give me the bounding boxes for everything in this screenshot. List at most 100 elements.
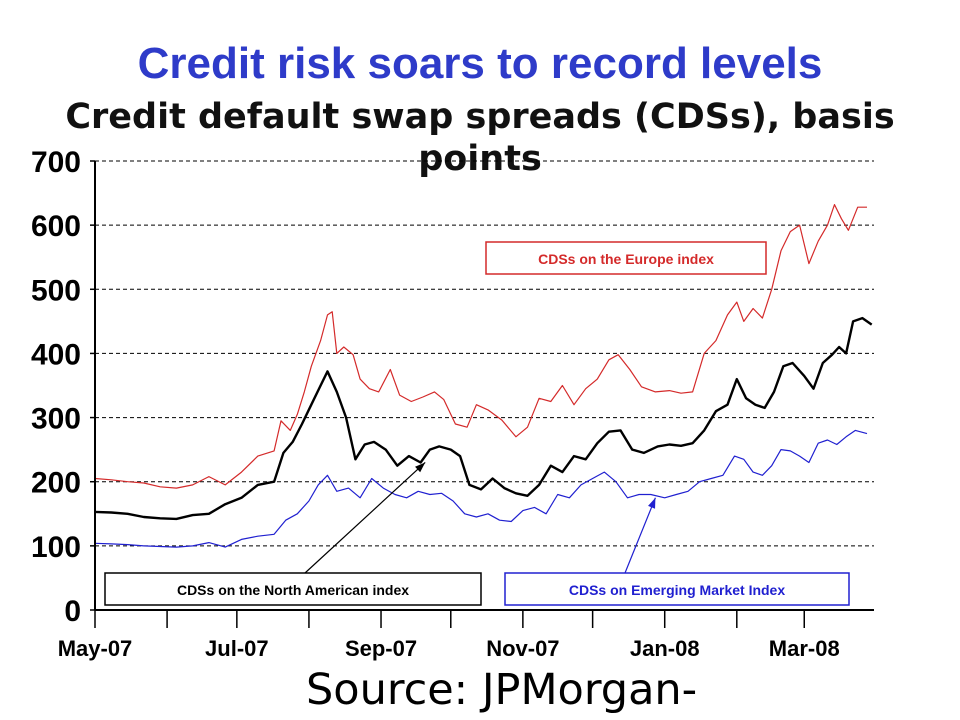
point-2-20 xyxy=(371,478,372,479)
point-2-60 xyxy=(818,443,819,444)
point-2-62 xyxy=(836,444,837,445)
x-axis-ticks: May-07 Jul-07 Sep-07 Nov-07 Jan-08 Mar-08 xyxy=(58,610,840,661)
point-0-61 xyxy=(780,250,781,251)
point-1-34 xyxy=(504,488,505,489)
point-2-63 xyxy=(846,436,847,437)
point-2-49 xyxy=(711,478,712,479)
point-1-27 xyxy=(429,449,430,450)
point-1-32 xyxy=(480,489,481,490)
point-0-64 xyxy=(808,263,809,264)
point-2-45 xyxy=(664,497,665,498)
point-0-49 xyxy=(655,391,656,392)
source-note: Source: JPMorgan- xyxy=(306,665,698,715)
point-0-11 xyxy=(274,450,275,451)
point-2-64 xyxy=(855,430,856,431)
point-1-40 xyxy=(573,456,574,457)
page-title: Credit risk soars to record levels xyxy=(137,39,823,88)
y-tick-label-400: 400 xyxy=(31,338,81,371)
point-1-31 xyxy=(469,484,470,485)
point-2-29 xyxy=(476,516,477,517)
point-1-43 xyxy=(608,431,609,432)
point-0-25 xyxy=(378,391,379,392)
series-line-2 xyxy=(94,429,868,548)
point-0-27 xyxy=(399,395,400,396)
point-2-32 xyxy=(511,521,512,522)
point-1-14 xyxy=(301,423,302,424)
point-0-67 xyxy=(834,204,835,205)
point-2-47 xyxy=(687,491,688,492)
point-1-65 xyxy=(839,346,840,347)
point-2-4 xyxy=(160,546,161,547)
point-1-46 xyxy=(643,452,644,453)
point-2-53 xyxy=(753,472,754,473)
point-0-38 xyxy=(527,427,528,428)
point-2-28 xyxy=(464,513,465,514)
point-1-61 xyxy=(804,375,805,376)
point-2-37 xyxy=(569,497,570,498)
point-0-18 xyxy=(327,314,328,315)
y-tick-label-300: 300 xyxy=(31,403,81,436)
point-0-46 xyxy=(618,354,619,355)
x-tick-label-jan-08: Jan-08 xyxy=(630,636,700,661)
point-0-3 xyxy=(143,482,144,483)
point-2-24 xyxy=(418,491,419,492)
point-0-14 xyxy=(297,414,298,415)
point-2-46 xyxy=(676,494,677,495)
point-2-58 xyxy=(799,456,800,457)
point-2-38 xyxy=(580,484,581,485)
point-0-44 xyxy=(597,379,598,380)
point-2-54 xyxy=(762,475,763,476)
point-1-20 xyxy=(355,459,356,460)
point-2-40 xyxy=(604,472,605,473)
x-tick-label-sep-07: Sep-07 xyxy=(345,636,417,661)
point-1-17 xyxy=(327,371,328,372)
point-0-17 xyxy=(320,340,321,341)
point-0-37 xyxy=(515,436,516,437)
point-1-24 xyxy=(397,465,398,466)
point-1-30 xyxy=(460,456,461,457)
point-2-7 xyxy=(208,542,209,543)
point-1-15 xyxy=(311,404,312,405)
point-0-22 xyxy=(353,354,354,355)
point-2-9 xyxy=(241,539,242,540)
series-line-0 xyxy=(94,204,867,489)
point-2-2 xyxy=(127,544,128,545)
point-2-56 xyxy=(780,449,781,450)
point-2-3 xyxy=(143,545,144,546)
annotations: CDSs on the Europe index CDSs on the Nort… xyxy=(104,241,850,606)
point-0-52 xyxy=(692,391,693,392)
point-2-42 xyxy=(627,497,628,498)
point-2-43 xyxy=(639,494,640,495)
point-1-3 xyxy=(143,516,144,517)
point-1-41 xyxy=(585,459,586,460)
point-2-30 xyxy=(487,513,488,514)
point-0-70 xyxy=(857,207,858,208)
point-0-63 xyxy=(799,225,800,226)
annotation-label-0: CDSs on the Europe index xyxy=(538,251,714,267)
point-2-25 xyxy=(429,494,430,495)
point-2-59 xyxy=(808,462,809,463)
point-2-57 xyxy=(790,450,791,451)
point-0-36 xyxy=(501,420,502,421)
point-2-1 xyxy=(111,543,112,544)
point-1-55 xyxy=(746,398,747,399)
point-1-35 xyxy=(515,493,516,494)
series-lines xyxy=(94,204,873,548)
point-0-57 xyxy=(743,321,744,322)
point-2-48 xyxy=(699,481,700,482)
point-1-54 xyxy=(736,379,737,380)
point-2-33 xyxy=(522,510,523,511)
point-1-1 xyxy=(111,512,112,513)
point-0-48 xyxy=(641,386,642,387)
y-tick-label-600: 600 xyxy=(31,210,81,243)
chart-subtitle: Credit default swap spreads (CDSs), basi… xyxy=(65,97,895,179)
point-0-55 xyxy=(727,314,728,315)
point-2-65 xyxy=(866,433,867,434)
point-1-16 xyxy=(320,385,321,386)
point-1-42 xyxy=(597,443,598,444)
point-2-19 xyxy=(360,497,361,498)
point-0-24 xyxy=(369,388,370,389)
point-0-39 xyxy=(539,398,540,399)
y-tick-label-500: 500 xyxy=(31,274,81,307)
point-0-6 xyxy=(192,484,193,485)
